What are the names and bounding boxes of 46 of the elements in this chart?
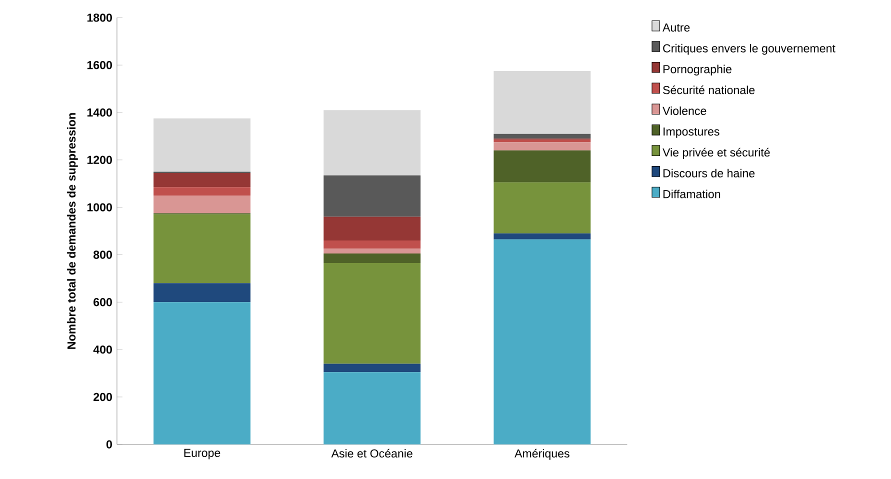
- y-tick-label: 600: [94, 298, 112, 306]
- y-tick-label: 200: [94, 392, 112, 402]
- bar: [494, 142, 591, 150]
- y-tick-label: 1400: [87, 108, 112, 117]
- bar: [324, 175, 421, 217]
- bar: [324, 254, 421, 263]
- y-axis-title: Nombre total de demandes de suppression: [67, 113, 78, 349]
- x-tick-label: Amériques: [514, 448, 570, 460]
- bar: [324, 262, 421, 364]
- bar: [154, 283, 250, 302]
- bar: [494, 70, 591, 134]
- bar: [494, 150, 591, 182]
- bar: [494, 233, 591, 240]
- legend-label: Vie privée et sécurité: [662, 148, 770, 159]
- legend-label: Critiques envers le gouvernement: [663, 44, 836, 55]
- legend-label: Violence: [662, 106, 706, 115]
- bar: [494, 239, 591, 444]
- legend-label: Impostures: [664, 128, 720, 138]
- y-tick-label: 1800: [87, 14, 112, 22]
- bar: [324, 364, 421, 372]
- bar: [324, 110, 421, 176]
- y-tick-label: 0: [106, 440, 112, 448]
- y-tick-label: 1000: [87, 203, 112, 212]
- bar: [494, 134, 591, 139]
- x-tick-label: Asie et Océanie: [331, 448, 412, 458]
- legend-label: Discours de haine: [663, 168, 755, 178]
- y-tick-label: 1600: [87, 60, 112, 70]
- bar: [154, 214, 250, 284]
- x-tick-label: Europe: [184, 448, 220, 460]
- bar: [154, 302, 250, 444]
- bar: [154, 195, 250, 214]
- legend-label: Pornographie: [663, 64, 732, 76]
- legend-label: Diffamation: [663, 190, 720, 198]
- bar: [154, 172, 250, 188]
- bar: [154, 118, 250, 172]
- bar: [324, 248, 421, 254]
- bar: [324, 216, 421, 240]
- legend-label: Sécurité nationale: [663, 86, 755, 94]
- y-tick-label: 1200: [87, 156, 112, 164]
- y-tick-label: 800: [93, 250, 112, 259]
- legend-label: Autre: [662, 23, 690, 32]
- bar: [324, 372, 421, 444]
- bar: [324, 240, 421, 249]
- y-tick-label: 400: [93, 345, 112, 354]
- bar: [154, 187, 250, 196]
- bar: [494, 182, 591, 234]
